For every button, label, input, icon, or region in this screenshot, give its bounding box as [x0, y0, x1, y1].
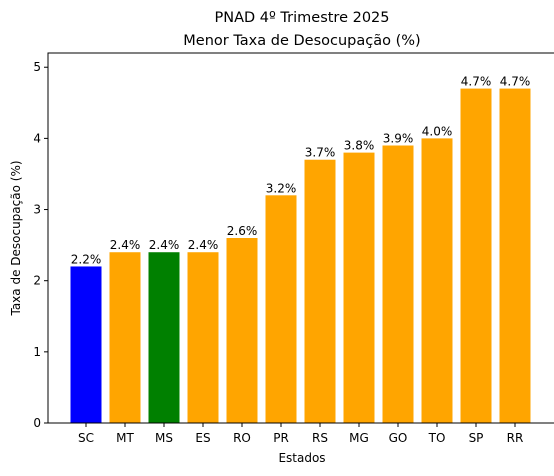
x-tick-label: PR	[273, 431, 289, 445]
plot-frame	[47, 52, 554, 424]
bar-to	[421, 138, 453, 423]
data-label-rr: 4.7%	[500, 75, 531, 89]
x-tick-label: SP	[469, 431, 484, 445]
y-tick-label: 0	[33, 416, 41, 430]
data-label-pr: 3.2%	[266, 181, 297, 195]
data-label-ro: 2.6%	[227, 224, 258, 238]
x-axis-label: Estados	[278, 451, 325, 465]
x-tick-label: ES	[195, 431, 210, 445]
bar-sp	[460, 88, 492, 424]
bar-es	[187, 252, 219, 423]
bar-pr	[265, 195, 297, 423]
bar-ro	[226, 238, 258, 423]
y-tick-label: 2	[33, 274, 41, 288]
chart-title: PNAD 4º Trimestre 2025	[214, 10, 389, 26]
y-tick-label: 3	[33, 203, 41, 217]
x-tick-label: RR	[507, 431, 524, 445]
y-axis-label: Taxa de Desocupação (%)	[9, 160, 23, 316]
x-tick-label: MG	[349, 431, 369, 445]
data-label-to: 4.0%	[422, 124, 453, 138]
bar-rs	[304, 159, 336, 423]
x-tick-label: MT	[116, 431, 134, 445]
data-label-ms: 2.4%	[149, 238, 180, 252]
y-tick-label: 5	[33, 60, 41, 74]
x-tick-label: RO	[233, 431, 251, 445]
data-label-rs: 3.7%	[305, 146, 336, 160]
data-label-go: 3.9%	[383, 132, 414, 146]
data-label-mt: 2.4%	[110, 238, 141, 252]
data-label-sc: 2.2%	[71, 252, 102, 266]
bar-sc	[70, 266, 102, 423]
x-tick-label: SC	[78, 431, 94, 445]
x-tick-label: TO	[428, 431, 446, 445]
bar-go	[382, 145, 414, 423]
y-axis: 0 1 2 3 4 5	[33, 60, 48, 430]
bars-group	[70, 88, 531, 424]
x-tick-label: RS	[312, 431, 328, 445]
x-tick-label: MS	[155, 431, 173, 445]
data-labels-group: 2.2% 2.4% 2.4% 2.4% 2.6% 3.2% 3.7% 3.8% 3.9% 4.0%…	[71, 75, 531, 267]
x-axis: SC MT MS ES RO PR RS MG GO TO SP RR	[78, 423, 523, 445]
data-label-mg: 3.8%	[344, 139, 375, 153]
chart-subtitle: Menor Taxa de Desocupação (%)	[183, 33, 420, 49]
bar-mt	[109, 252, 141, 423]
bar-mg	[343, 152, 375, 423]
y-tick-label: 4	[33, 131, 41, 145]
y-tick-label: 1	[33, 345, 41, 359]
bar-ms	[148, 252, 180, 423]
bar-rr	[499, 88, 531, 424]
data-label-sp: 4.7%	[461, 75, 492, 89]
data-label-es: 2.4%	[188, 238, 219, 252]
x-tick-label: GO	[389, 431, 408, 445]
